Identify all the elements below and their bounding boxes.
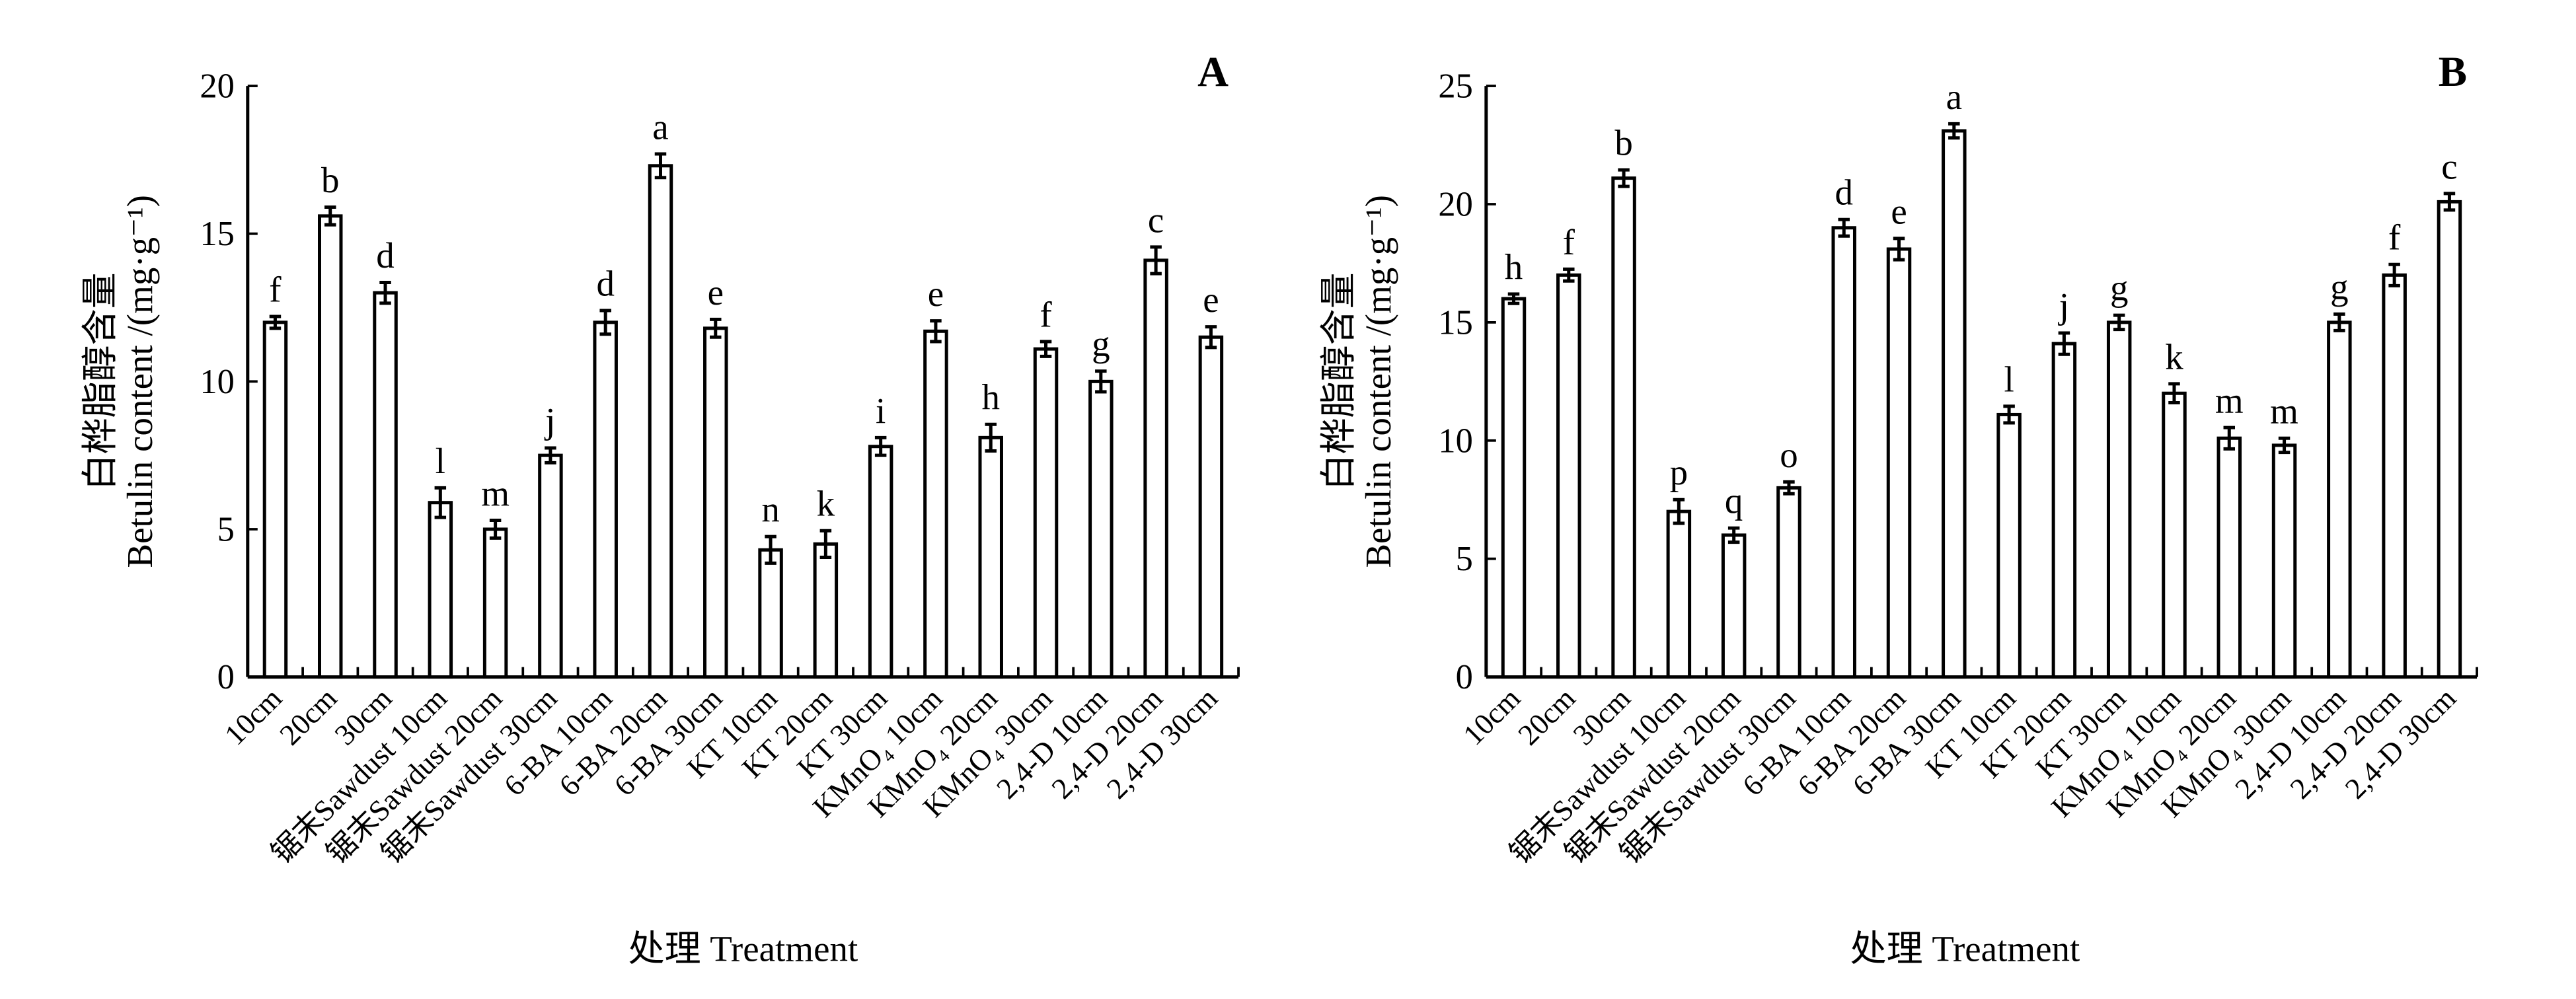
significance-letter: p (1670, 453, 1688, 493)
significance-letter: d (1835, 172, 1852, 213)
significance-letter: h (981, 377, 999, 418)
significance-letter: h (1505, 246, 1523, 287)
significance-letter: m (2270, 391, 2298, 431)
bar (1776, 486, 1801, 679)
bar (538, 453, 563, 679)
bar (373, 291, 398, 679)
significance-letter: m (481, 473, 510, 513)
bar (2051, 342, 2077, 679)
bar (2437, 200, 2462, 679)
significance-letter: e (1891, 191, 1907, 231)
bar (482, 527, 508, 679)
bar (1556, 273, 1581, 679)
significance-letter: b (1614, 123, 1632, 163)
significance-letter: e (708, 272, 724, 313)
significance-letter: k (817, 484, 835, 524)
y-tick-label: 5 (217, 510, 235, 548)
bar (1033, 347, 1059, 679)
significance-letter: g (2110, 268, 2128, 309)
y-tick-label: 20 (1438, 185, 1472, 223)
x-tick-label: 20cm (1511, 681, 1581, 751)
bar (1501, 297, 1527, 679)
y-axis-label-en: Betulin content /(mg·g⁻¹) (120, 195, 160, 568)
significance-letter: i (876, 390, 886, 431)
bar (1666, 509, 1692, 679)
significance-letter: j (2058, 286, 2069, 326)
y-axis-label-cn: 白桦脂醇含量 (80, 272, 120, 490)
bar (1942, 129, 1967, 679)
bar (2382, 273, 2407, 679)
bar (2271, 443, 2297, 679)
significance-letter: o (1780, 435, 1798, 475)
significance-letter: j (544, 400, 555, 441)
bar (1143, 258, 1168, 679)
bar (758, 548, 783, 679)
significance-letter: d (596, 264, 614, 304)
bar (1996, 412, 2022, 679)
panel-label: B (2439, 48, 2467, 96)
bar (2216, 436, 2242, 679)
significance-letter: b (321, 160, 339, 200)
y-tick-label: 0 (217, 658, 235, 696)
bar (593, 320, 618, 679)
bar (1886, 247, 1912, 679)
panel-label: A (1197, 48, 1229, 96)
significance-letter: m (2215, 381, 2244, 421)
y-tick-label: 25 (1438, 67, 1472, 106)
y-tick-label: 10 (1438, 422, 1472, 460)
bar (2162, 391, 2187, 679)
bar (868, 445, 893, 679)
y-tick-label: 20 (200, 67, 234, 106)
bar (813, 542, 839, 679)
bar (428, 501, 453, 679)
bar (1611, 176, 1636, 679)
bar (1198, 335, 1224, 679)
significance-letter: e (928, 274, 944, 314)
significance-letter: g (1092, 324, 1110, 364)
significance-letter: f (1040, 294, 1052, 334)
significance-letter: q (1725, 481, 1743, 521)
y-axis-label-cn: 白桦脂醇含量 (1318, 272, 1359, 490)
bar (262, 320, 288, 679)
significance-letter: f (2388, 217, 2401, 258)
significance-letter: f (269, 269, 282, 309)
y-tick-label: 5 (1456, 540, 1473, 578)
y-tick-label: 15 (1438, 303, 1472, 342)
significance-letter: l (2004, 359, 2014, 399)
y-tick-label: 0 (1456, 658, 1473, 696)
significance-letter: l (436, 441, 445, 481)
significance-letter: d (376, 235, 394, 276)
bar (318, 214, 343, 679)
y-tick-label: 15 (200, 215, 234, 253)
x-tick-label: 20cm (273, 681, 343, 751)
significance-letter: a (652, 106, 668, 147)
bar (978, 435, 1003, 679)
significance-letter: c (1148, 200, 1164, 240)
bar (1721, 533, 1747, 679)
bar (2106, 320, 2132, 679)
x-axis-label: 处理 Treatment (1850, 928, 2080, 969)
significance-letter: e (1203, 279, 1219, 320)
bar (1088, 379, 1114, 679)
bar (923, 329, 948, 679)
significance-letter: c (2441, 146, 2457, 186)
y-tick-label: 10 (200, 363, 234, 401)
x-axis-label: 处理 Treatment (628, 928, 858, 969)
bar (648, 164, 673, 679)
bar (703, 326, 728, 679)
significance-letter: n (761, 490, 779, 530)
bar (2327, 320, 2352, 679)
significance-letter: f (1563, 222, 1575, 262)
significance-letter: g (2330, 267, 2348, 307)
bar (1831, 226, 1856, 679)
significance-letter: k (2165, 336, 2183, 377)
y-axis-label-en: Betulin content /(mg·g⁻¹) (1358, 195, 1398, 568)
significance-letter: a (1946, 77, 1962, 117)
